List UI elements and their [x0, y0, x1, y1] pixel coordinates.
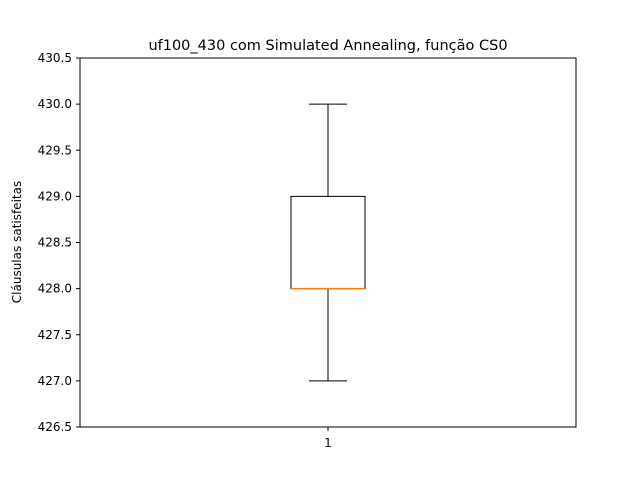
x-tick-label: 1	[324, 436, 332, 450]
box-iqr	[290, 195, 366, 290]
y-tick-label: 430.5	[38, 51, 72, 65]
y-axis-label: Cláusulas satisfeitas	[10, 181, 24, 303]
y-tick-label: 426.5	[38, 420, 72, 434]
y-tick-label: 430.0	[38, 97, 72, 111]
y-tick-label: 429.5	[38, 143, 72, 157]
y-tick-label: 427.0	[38, 374, 72, 388]
chart-title: uf100_430 com Simulated Annealing, funçã…	[148, 38, 507, 54]
y-tick-label: 428.5	[38, 236, 72, 250]
box-plot-area	[290, 103, 366, 382]
y-axis: 426.5 427.0 427.5 428.0 428.5 429.0 429.5 430.0…	[38, 51, 80, 434]
plot-frame	[79, 57, 577, 428]
y-tick-label: 429.0	[38, 189, 72, 203]
x-axis: 1	[324, 427, 332, 450]
y-tick-label: 428.0	[38, 282, 72, 296]
y-tick-label: 427.5	[38, 328, 72, 342]
